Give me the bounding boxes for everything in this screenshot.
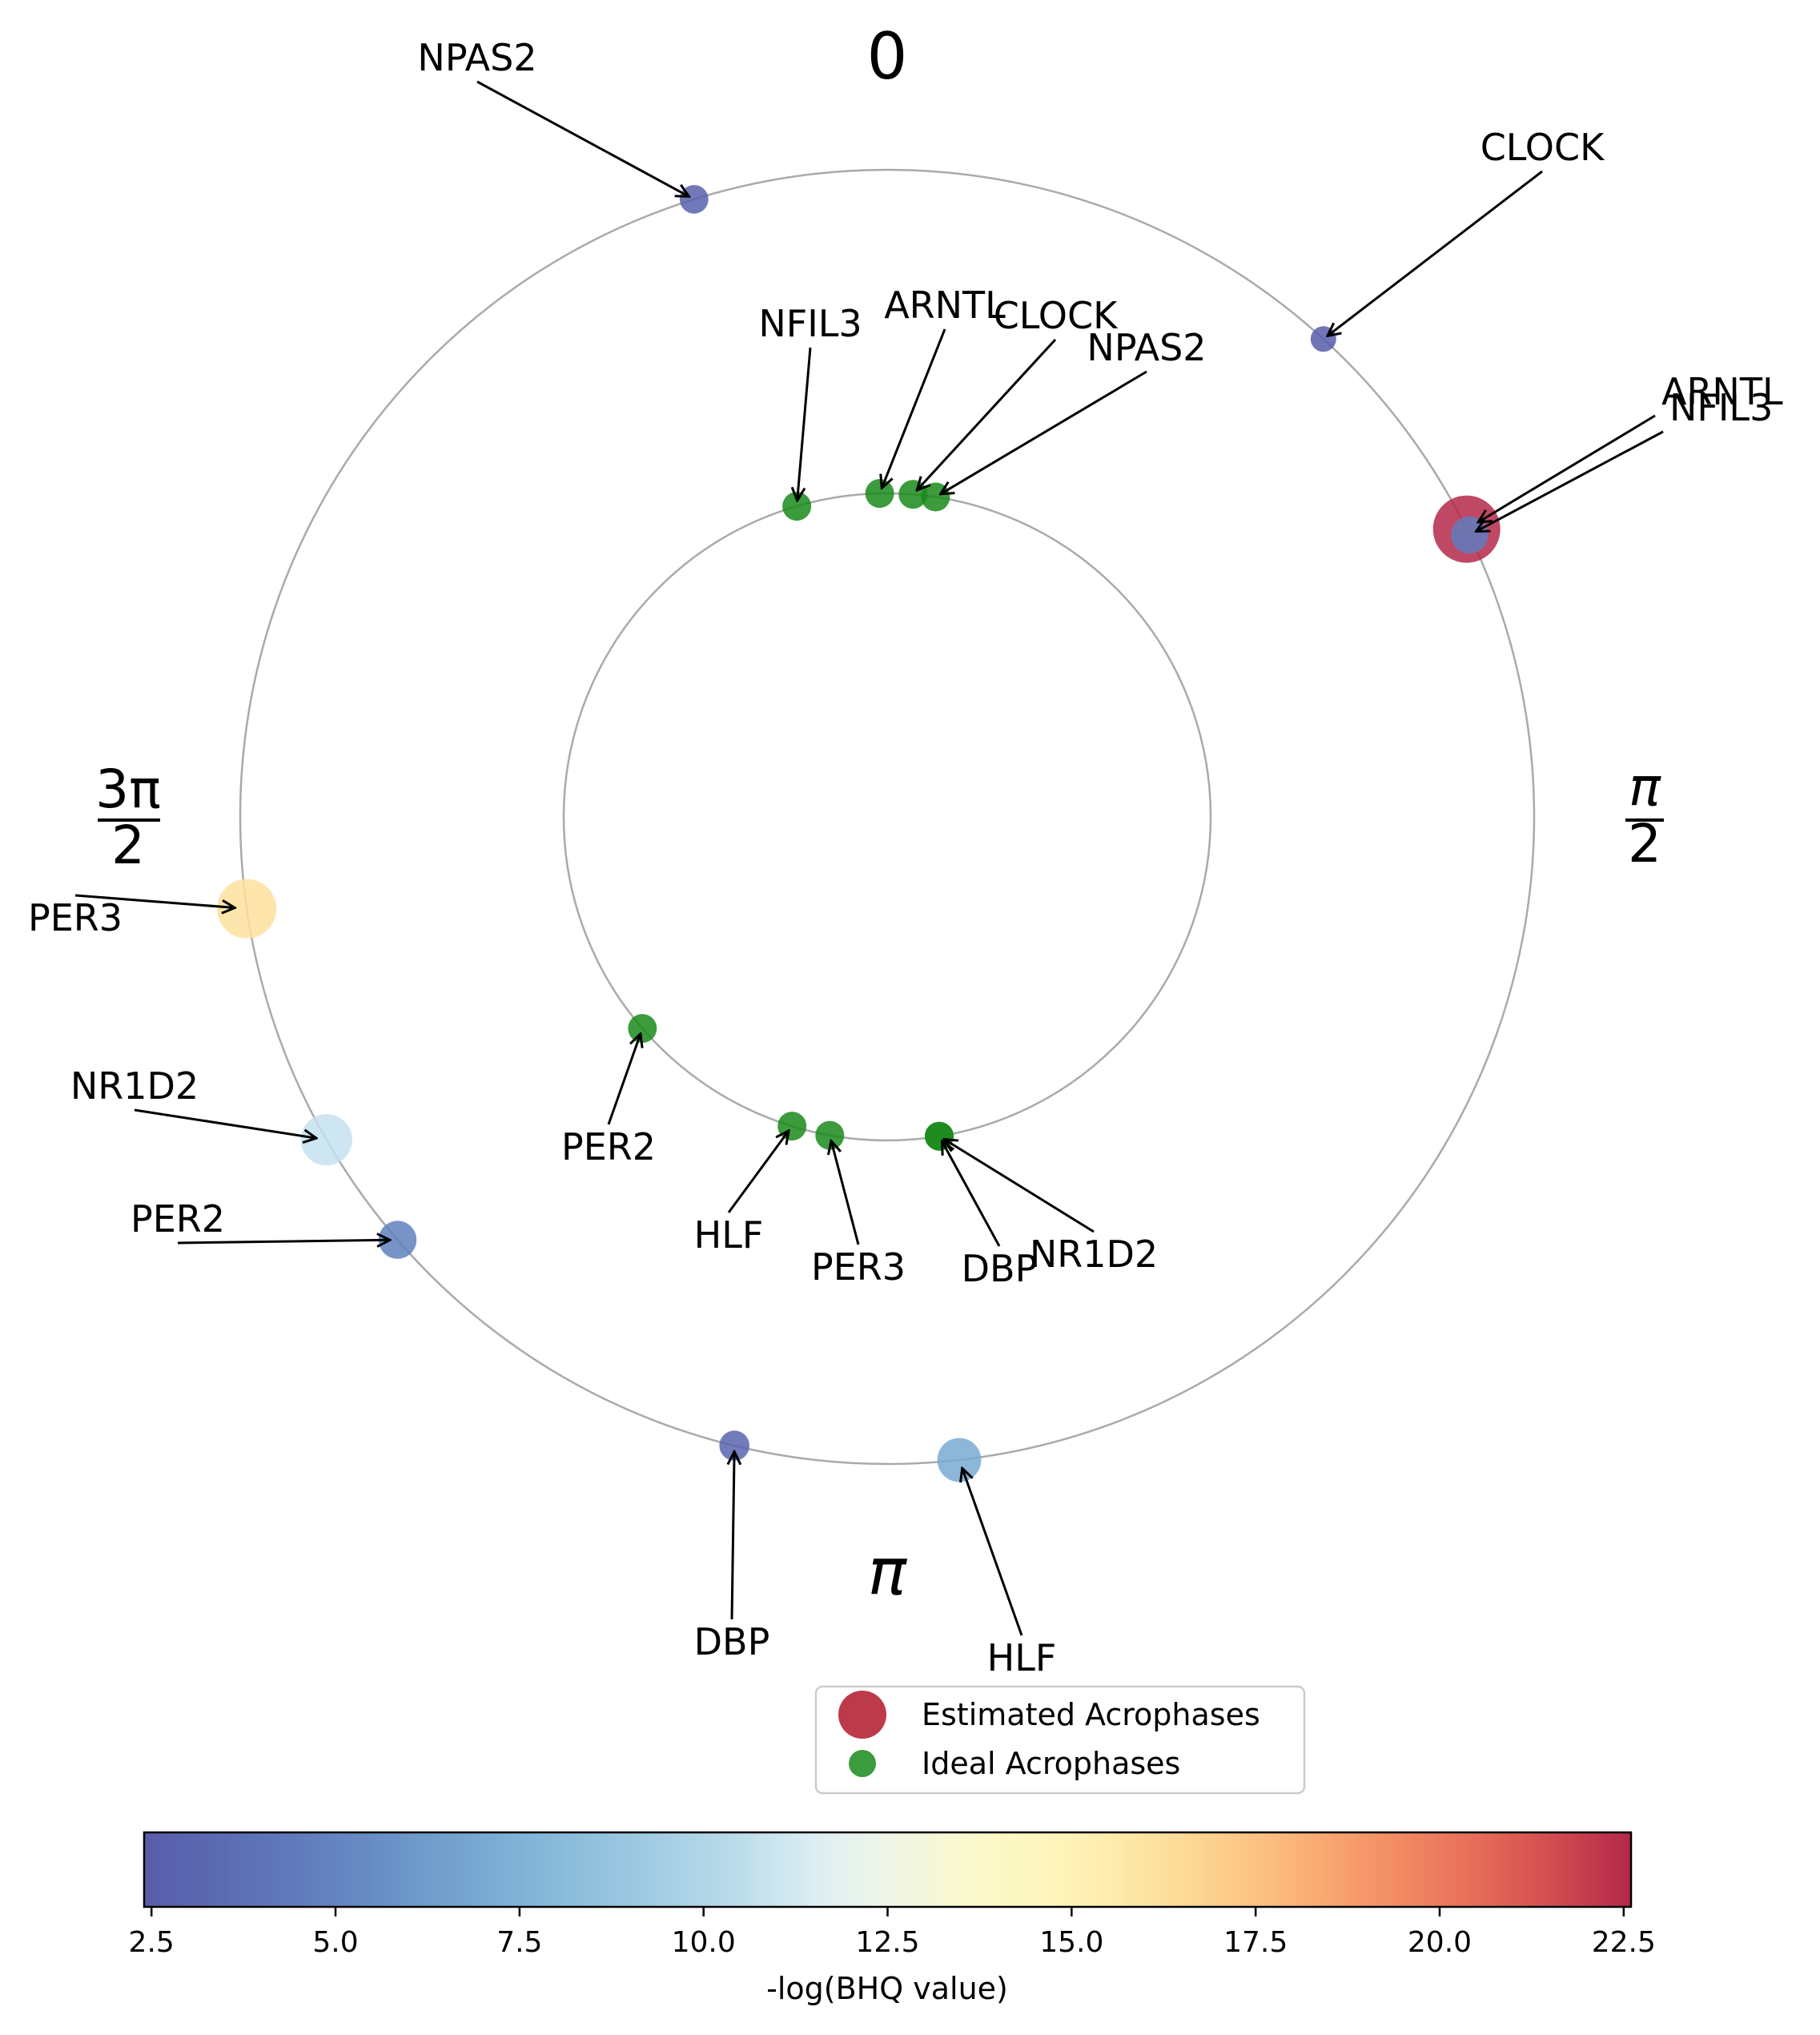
ideal-label-dbp: DBP (962, 1247, 1038, 1290)
ideal-label-nr1d2: NR1D2 (1030, 1233, 1158, 1276)
colorbar-tick-label: 17.5 (1223, 1926, 1288, 1959)
estimated-arrow-dbp (732, 1452, 734, 1620)
ideal-arrow-arntl (882, 328, 946, 488)
svg-text:π: π (1629, 756, 1661, 818)
inner-ring (562, 492, 1212, 1142)
svg-text:3π: 3π (95, 758, 161, 820)
angle-label-left: 3π 2 (95, 758, 161, 876)
estimated-label-arntl: ARNTL (1661, 370, 1783, 413)
estimated-point-nr1d2 (300, 1114, 352, 1166)
svg-text:2: 2 (1628, 813, 1661, 875)
ideal-arrow-nfil3 (798, 347, 812, 501)
estimated-label-per3: PER3 (28, 896, 123, 939)
ideal-arrow-npas2 (941, 370, 1147, 494)
ideal-point-per2 (628, 1014, 657, 1044)
estimated-point-hlf (937, 1438, 982, 1482)
colorbar-tick-label: 12.5 (855, 1926, 919, 1959)
estimated-arrow-per2 (177, 1240, 390, 1243)
colorbar-ticks: 2.5 5.0 7.5 10.0 12.5 15.0 17.5 20.0 22.5 (129, 1907, 1656, 1959)
ideal-label-arntl: ARNTL (884, 284, 1006, 327)
estimated-point-per3 (217, 879, 277, 939)
colorbar-gradient (143, 1831, 1633, 1908)
estimated-point-clock (1310, 326, 1336, 352)
ideal-arrow-dbp (942, 1141, 1001, 1247)
angle-label-top: 0 (867, 19, 908, 94)
ideal-label-nfil3: NFIL3 (758, 302, 862, 345)
ideal-arrow-clock (917, 338, 1057, 490)
estimated-point-per2 (378, 1221, 417, 1259)
ideal-arrow-nr1d2 (944, 1140, 1095, 1233)
ideal-arrow-per3 (831, 1141, 860, 1245)
ideal-point-nr1d2 (925, 1121, 954, 1151)
angle-label-right: π 2 (1625, 756, 1664, 875)
legend-estimated-label: Estimated Acrophases (922, 1697, 1260, 1732)
colorbar: 2.5 5.0 7.5 10.0 12.5 15.0 17.5 20.0 22.5 -log(B… (129, 1831, 1656, 2006)
estimated-point-nfil3 (1451, 516, 1489, 554)
estimated-label-clock: CLOCK (1481, 126, 1605, 169)
estimated-arrow-nfil3 (1476, 430, 1664, 532)
colorbar-tick-label: 22.5 (1592, 1926, 1656, 1959)
points-layer (217, 185, 1501, 1482)
ideal-point-npas2 (921, 482, 950, 512)
estimated-arrow-nr1d2 (134, 1108, 316, 1138)
colorbar-label: -log(BHQ value) (766, 1971, 1008, 2006)
ideal-point-per3 (815, 1120, 845, 1150)
estimated-label-nr1d2: NR1D2 (70, 1064, 199, 1108)
angle-label-bottom: π (868, 1534, 908, 1609)
ideal-label-per3: PER3 (811, 1245, 906, 1289)
colorbar-tick-label: 2.5 (129, 1926, 175, 1959)
ideal-arrow-hlf (727, 1131, 789, 1213)
estimated-arrow-npas2 (476, 80, 689, 196)
legend-ideal-marker (849, 1750, 876, 1777)
estimated-point-npas2 (679, 185, 709, 214)
ideal-label-npas2: NPAS2 (1087, 326, 1206, 369)
ideal-arrow-per2 (607, 1034, 641, 1125)
svg-text:2: 2 (111, 814, 145, 876)
estimated-label-nfil3: NFIL3 (1669, 386, 1773, 429)
ideal-point-hlf (777, 1112, 807, 1141)
estimated-label-per2: PER2 (131, 1197, 225, 1241)
colorbar-tick-label: 7.5 (496, 1926, 542, 1959)
legend: Estimated Acrophases Ideal Acrophases (814, 1685, 1306, 1795)
estimated-arrow-per3 (74, 894, 235, 908)
legend-ideal-label: Ideal Acrophases (922, 1746, 1180, 1781)
ideal-label-hlf: HLF (694, 1213, 764, 1257)
estimated-label-npas2: NPAS2 (417, 36, 536, 79)
colorbar-tick-label: 20.0 (1408, 1926, 1472, 1959)
estimated-label-dbp: DBP (694, 1620, 770, 1663)
estimated-label-hlf: HLF (987, 1636, 1057, 1679)
colorbar-tick-label: 5.0 (312, 1926, 358, 1959)
ideal-label-clock: CLOCK (994, 294, 1119, 337)
legend-estimated-marker (838, 1691, 886, 1739)
legend-box (814, 1685, 1306, 1795)
estimated-arrow-clock (1328, 170, 1543, 336)
ideal-label-per2: PER2 (561, 1125, 656, 1168)
estimated-arrow-arntl (1478, 414, 1656, 522)
colorbar-tick-label: 15.0 (1039, 1926, 1103, 1959)
estimated-arrow-hlf (962, 1468, 1023, 1636)
colorbar-tick-label: 10.0 (672, 1926, 736, 1959)
outer-ring (239, 168, 1536, 1466)
ideal-point-arntl (865, 479, 894, 509)
